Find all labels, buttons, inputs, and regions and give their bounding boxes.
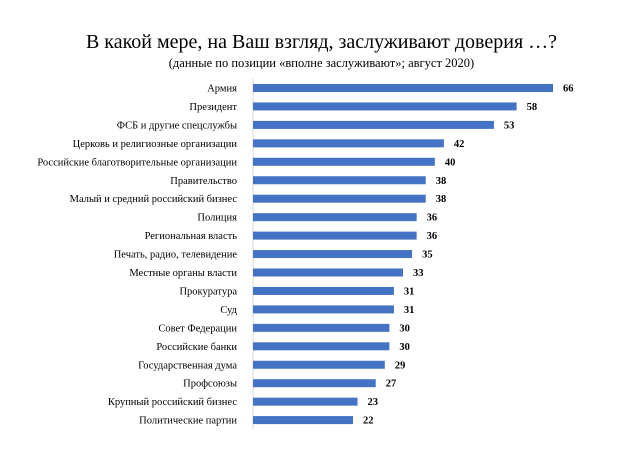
category-label: Полиция — [197, 213, 237, 224]
bar-value-label: 36 — [427, 231, 438, 242]
bar-value-label: 29 — [395, 360, 406, 371]
bar-value-label: 33 — [413, 268, 424, 279]
category-label: Российские банки — [156, 342, 237, 353]
chart-title: В какой мере, на Ваш взгляд, заслуживают… — [85, 31, 558, 53]
bar-value-label: 23 — [368, 397, 379, 408]
bar-value-label: 40 — [445, 157, 456, 168]
bar — [253, 360, 385, 369]
bar-value-label: 53 — [504, 120, 514, 131]
category-label: Армия — [207, 84, 237, 95]
category-label: ФСБ и другие спецслужбы — [117, 120, 237, 131]
bar — [253, 194, 426, 203]
category-label: Профсоюзы — [183, 379, 237, 390]
bar-value-label: 22 — [363, 416, 374, 427]
category-label: Российские благотворительные организации — [37, 157, 237, 168]
bar-value-label: 35 — [422, 250, 433, 261]
category-label: Местные органы власти — [129, 268, 237, 279]
bar-value-label: 66 — [563, 84, 574, 95]
bar — [253, 120, 494, 129]
bar — [253, 231, 417, 240]
category-label: Государственная дума — [138, 360, 237, 371]
bar — [253, 102, 517, 111]
category-label: Печать, радио, телевидение — [114, 250, 238, 261]
bar — [253, 416, 353, 425]
bar-value-label: 30 — [399, 342, 410, 353]
category-label: Крупный российский бизнес — [108, 397, 237, 408]
category-label: Президент — [189, 102, 237, 113]
category-label: Правительство — [170, 176, 237, 187]
category-label: Церковь и религиозные организации — [73, 139, 238, 150]
category-label: Политические партии — [139, 416, 237, 427]
bar — [253, 139, 444, 148]
bar — [253, 213, 417, 222]
chart-subtitle: (данные по позиции «вполне заслуживают»;… — [168, 56, 475, 70]
bar-value-label: 38 — [436, 194, 447, 205]
bar — [253, 157, 435, 166]
bar-value-label: 38 — [436, 176, 447, 187]
bar-value-label: 36 — [427, 213, 438, 224]
bar-value-label: 27 — [386, 379, 397, 390]
bar — [253, 286, 394, 295]
bar-value-label: 58 — [527, 102, 538, 113]
bar — [253, 250, 413, 259]
category-label: Совет Федерации — [158, 323, 237, 334]
bar — [253, 323, 390, 332]
category-axis: Армия Президент ФСБ и другие спецслужбы Цер… — [37, 78, 254, 430]
bar — [253, 305, 394, 314]
bar — [253, 84, 553, 92]
bar-value-label: 31 — [404, 305, 415, 316]
bar — [253, 268, 403, 277]
bar — [253, 342, 390, 351]
category-label: Малый и средний российский бизнес — [70, 194, 238, 205]
bars-group — [253, 84, 553, 425]
category-label: Прокуратура — [179, 286, 237, 297]
bar — [253, 397, 358, 406]
bar-value-label: 31 — [404, 286, 415, 297]
category-label: Суд — [220, 305, 237, 316]
bar — [253, 176, 426, 185]
bar — [253, 379, 376, 388]
bar-value-label: 42 — [454, 139, 465, 150]
value-labels-group: 66 58 53 42 40 38 38 36 36 35 33 31 31 30 30 29 27 23 22 — [363, 84, 574, 427]
bar-value-label: 30 — [399, 323, 410, 334]
category-label: Региональная власть — [145, 231, 238, 242]
